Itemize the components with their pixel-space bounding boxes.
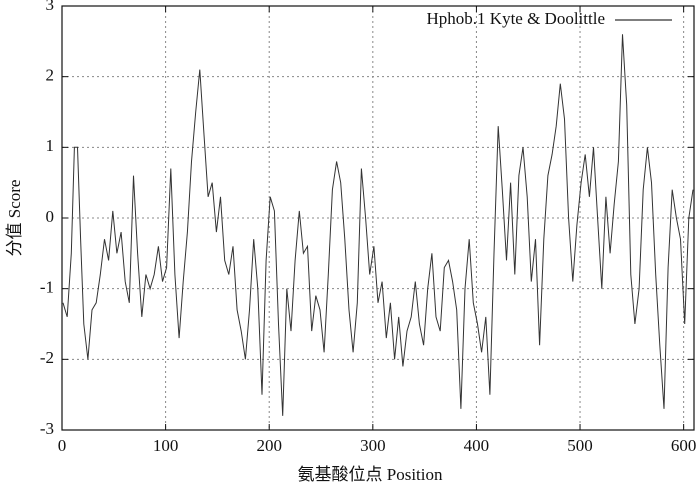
y-tick-label: -3 xyxy=(40,419,54,438)
x-tick-label: 0 xyxy=(58,436,67,455)
y-tick-label: 2 xyxy=(46,66,55,85)
x-tick-label: 200 xyxy=(256,436,282,455)
y-axis-label: 分值 Score xyxy=(5,180,24,257)
x-tick-label: 400 xyxy=(464,436,490,455)
plot-frame xyxy=(61,5,695,431)
data-line xyxy=(62,34,694,416)
x-tick-label: 500 xyxy=(567,436,593,455)
y-tick-label: 3 xyxy=(46,0,55,14)
legend-label: Hphob.1 Kyte & Doolittle xyxy=(427,9,605,28)
y-tick-label: 0 xyxy=(46,207,55,226)
x-tick-label: 100 xyxy=(153,436,179,455)
y-tick-label: -2 xyxy=(40,348,54,367)
x-tick-label: 600 xyxy=(671,436,697,455)
y-tick-label: 1 xyxy=(46,136,55,155)
y-tick-label: -1 xyxy=(40,278,54,297)
x-axis-label: 氨基酸位点 Position xyxy=(298,465,443,484)
x-tick-label: 300 xyxy=(360,436,386,455)
